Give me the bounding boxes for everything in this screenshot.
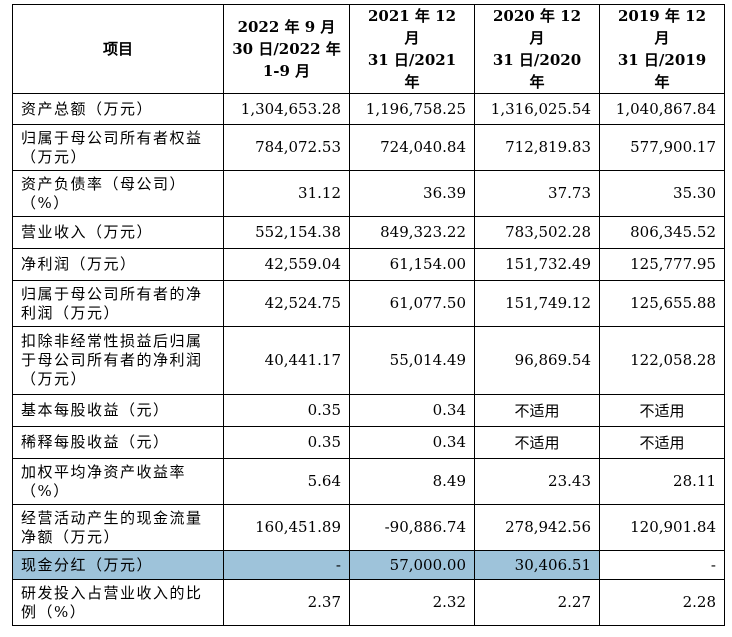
cell-2021: 8.49 bbox=[349, 458, 475, 505]
cell-2020: 1,316,025.54 bbox=[474, 93, 600, 125]
table-row: 资产总额（万元） 1,304,653.28 1,196,758.25 1,316… bbox=[12, 93, 725, 125]
header-row: 项目 2022 年 9 月 30 日/2022 年 1-9 月 2021 年 1… bbox=[12, 4, 725, 94]
header-2019: 2019 年 12 月 31 日/2019 年 bbox=[599, 4, 725, 94]
cell-2022: 42,559.04 bbox=[223, 248, 350, 281]
header-2020: 2020 年 12 月 31 日/2020 年 bbox=[474, 4, 600, 94]
financial-table-container: 项目 2022 年 9 月 30 日/2022 年 1-9 月 2021 年 1… bbox=[12, 4, 725, 626]
row-label: 资产负债率（母公司）（%） bbox=[12, 170, 224, 217]
row-label: 净利润（万元） bbox=[12, 248, 224, 281]
cell-2020: 23.43 bbox=[474, 458, 600, 505]
cell-2021: 57,000.00 bbox=[349, 550, 475, 580]
cell-2022: 0.35 bbox=[223, 426, 350, 459]
cell-2019: 122,058.28 bbox=[599, 326, 725, 395]
cell-2022: 1,304,653.28 bbox=[223, 93, 350, 125]
row-label: 归属于母公司所有者的净利润（万元） bbox=[12, 280, 224, 327]
cell-2021: -90,886.74 bbox=[349, 504, 475, 551]
cell-2022: 2.37 bbox=[223, 579, 350, 626]
row-label: 营业收入（万元） bbox=[12, 216, 224, 249]
cell-2021: 0.34 bbox=[349, 426, 475, 459]
header-2021: 2021 年 12 月 31 日/2021 年 bbox=[349, 4, 475, 94]
cell-2019: 125,655.88 bbox=[599, 280, 725, 327]
cell-2022: 552,154.38 bbox=[223, 216, 350, 249]
cell-2020: 151,749.12 bbox=[474, 280, 600, 327]
cell-2019: 806,345.52 bbox=[599, 216, 725, 249]
table-row: 基本每股收益（元） 0.35 0.34 不适用 不适用 bbox=[12, 394, 725, 427]
cell-2020: 37.73 bbox=[474, 170, 600, 217]
header-item: 项目 bbox=[12, 4, 224, 94]
table-row: 归属于母公司所有者的净利润（万元） 42,524.75 61,077.50 15… bbox=[12, 280, 725, 327]
cell-2019: 2.28 bbox=[599, 579, 725, 626]
cell-2019: 不适用 bbox=[599, 394, 725, 427]
cell-2021: 61,077.50 bbox=[349, 280, 475, 327]
table-row: 稀释每股收益（元） 0.35 0.34 不适用 不适用 bbox=[12, 426, 725, 459]
row-label: 研发投入占营业收入的比例（%） bbox=[12, 579, 224, 626]
cell-2020: 96,869.54 bbox=[474, 326, 600, 395]
cell-2019: 577,900.17 bbox=[599, 124, 725, 171]
cell-2021: 849,323.22 bbox=[349, 216, 475, 249]
row-label: 扣除非经常性损益后归属于母公司所有者的净利润（万元） bbox=[12, 326, 224, 395]
cell-2020: 30,406.51 bbox=[474, 550, 600, 580]
cell-2019: 125,777.95 bbox=[599, 248, 725, 281]
table-row: 营业收入（万元） 552,154.38 849,323.22 783,502.2… bbox=[12, 216, 725, 249]
row-label: 现金分红（万元） bbox=[12, 550, 224, 580]
cell-2020: 783,502.28 bbox=[474, 216, 600, 249]
cell-2022: 0.35 bbox=[223, 394, 350, 427]
cell-2019: - bbox=[599, 550, 725, 580]
cell-2021: 61,154.00 bbox=[349, 248, 475, 281]
row-label: 基本每股收益（元） bbox=[12, 394, 224, 427]
cell-2019: 35.30 bbox=[599, 170, 725, 217]
table-row: 研发投入占营业收入的比例（%） 2.37 2.32 2.27 2.28 bbox=[12, 579, 725, 626]
cell-2022: - bbox=[223, 550, 350, 580]
cell-2020: 不适用 bbox=[474, 394, 600, 427]
cell-2021: 724,040.84 bbox=[349, 124, 475, 171]
cell-2019: 120,901.84 bbox=[599, 504, 725, 551]
cell-2019: 不适用 bbox=[599, 426, 725, 459]
table-row-highlighted: 现金分红（万元） - 57,000.00 30,406.51 - bbox=[12, 550, 725, 580]
cell-2021: 55,014.49 bbox=[349, 326, 475, 395]
cell-2020: 278,942.56 bbox=[474, 504, 600, 551]
table-row: 扣除非经常性损益后归属于母公司所有者的净利润（万元） 40,441.17 55,… bbox=[12, 326, 725, 395]
row-label: 经营活动产生的现金流量净额（万元） bbox=[12, 504, 224, 551]
cell-2019: 1,040,867.84 bbox=[599, 93, 725, 125]
cell-2021: 36.39 bbox=[349, 170, 475, 217]
cell-2022: 784,072.53 bbox=[223, 124, 350, 171]
cell-2021: 0.34 bbox=[349, 394, 475, 427]
cell-2019: 28.11 bbox=[599, 458, 725, 505]
cell-2020: 712,819.83 bbox=[474, 124, 600, 171]
row-label: 加权平均净资产收益率（%） bbox=[12, 458, 224, 505]
cell-2022: 40,441.17 bbox=[223, 326, 350, 395]
cell-2022: 5.64 bbox=[223, 458, 350, 505]
cell-2021: 2.32 bbox=[349, 579, 475, 626]
row-label: 稀释每股收益（元） bbox=[12, 426, 224, 459]
row-label: 归属于母公司所有者权益（万元） bbox=[12, 124, 224, 171]
header-2022: 2022 年 9 月 30 日/2022 年 1-9 月 bbox=[223, 4, 350, 94]
table-row: 经营活动产生的现金流量净额（万元） 160,451.89 -90,886.74 … bbox=[12, 504, 725, 551]
cell-2022: 160,451.89 bbox=[223, 504, 350, 551]
financial-indicators-table: 项目 2022 年 9 月 30 日/2022 年 1-9 月 2021 年 1… bbox=[12, 4, 725, 626]
table-row: 资产负债率（母公司）（%） 31.12 36.39 37.73 35.30 bbox=[12, 170, 725, 217]
table-row: 归属于母公司所有者权益（万元） 784,072.53 724,040.84 71… bbox=[12, 124, 725, 171]
cell-2022: 42,524.75 bbox=[223, 280, 350, 327]
row-label: 资产总额（万元） bbox=[12, 93, 224, 125]
cell-2021: 1,196,758.25 bbox=[349, 93, 475, 125]
cell-2020: 151,732.49 bbox=[474, 248, 600, 281]
cell-2022: 31.12 bbox=[223, 170, 350, 217]
table-row: 加权平均净资产收益率（%） 5.64 8.49 23.43 28.11 bbox=[12, 458, 725, 505]
cell-2020: 2.27 bbox=[474, 579, 600, 626]
table-row: 净利润（万元） 42,559.04 61,154.00 151,732.49 1… bbox=[12, 248, 725, 281]
cell-2020: 不适用 bbox=[474, 426, 600, 459]
